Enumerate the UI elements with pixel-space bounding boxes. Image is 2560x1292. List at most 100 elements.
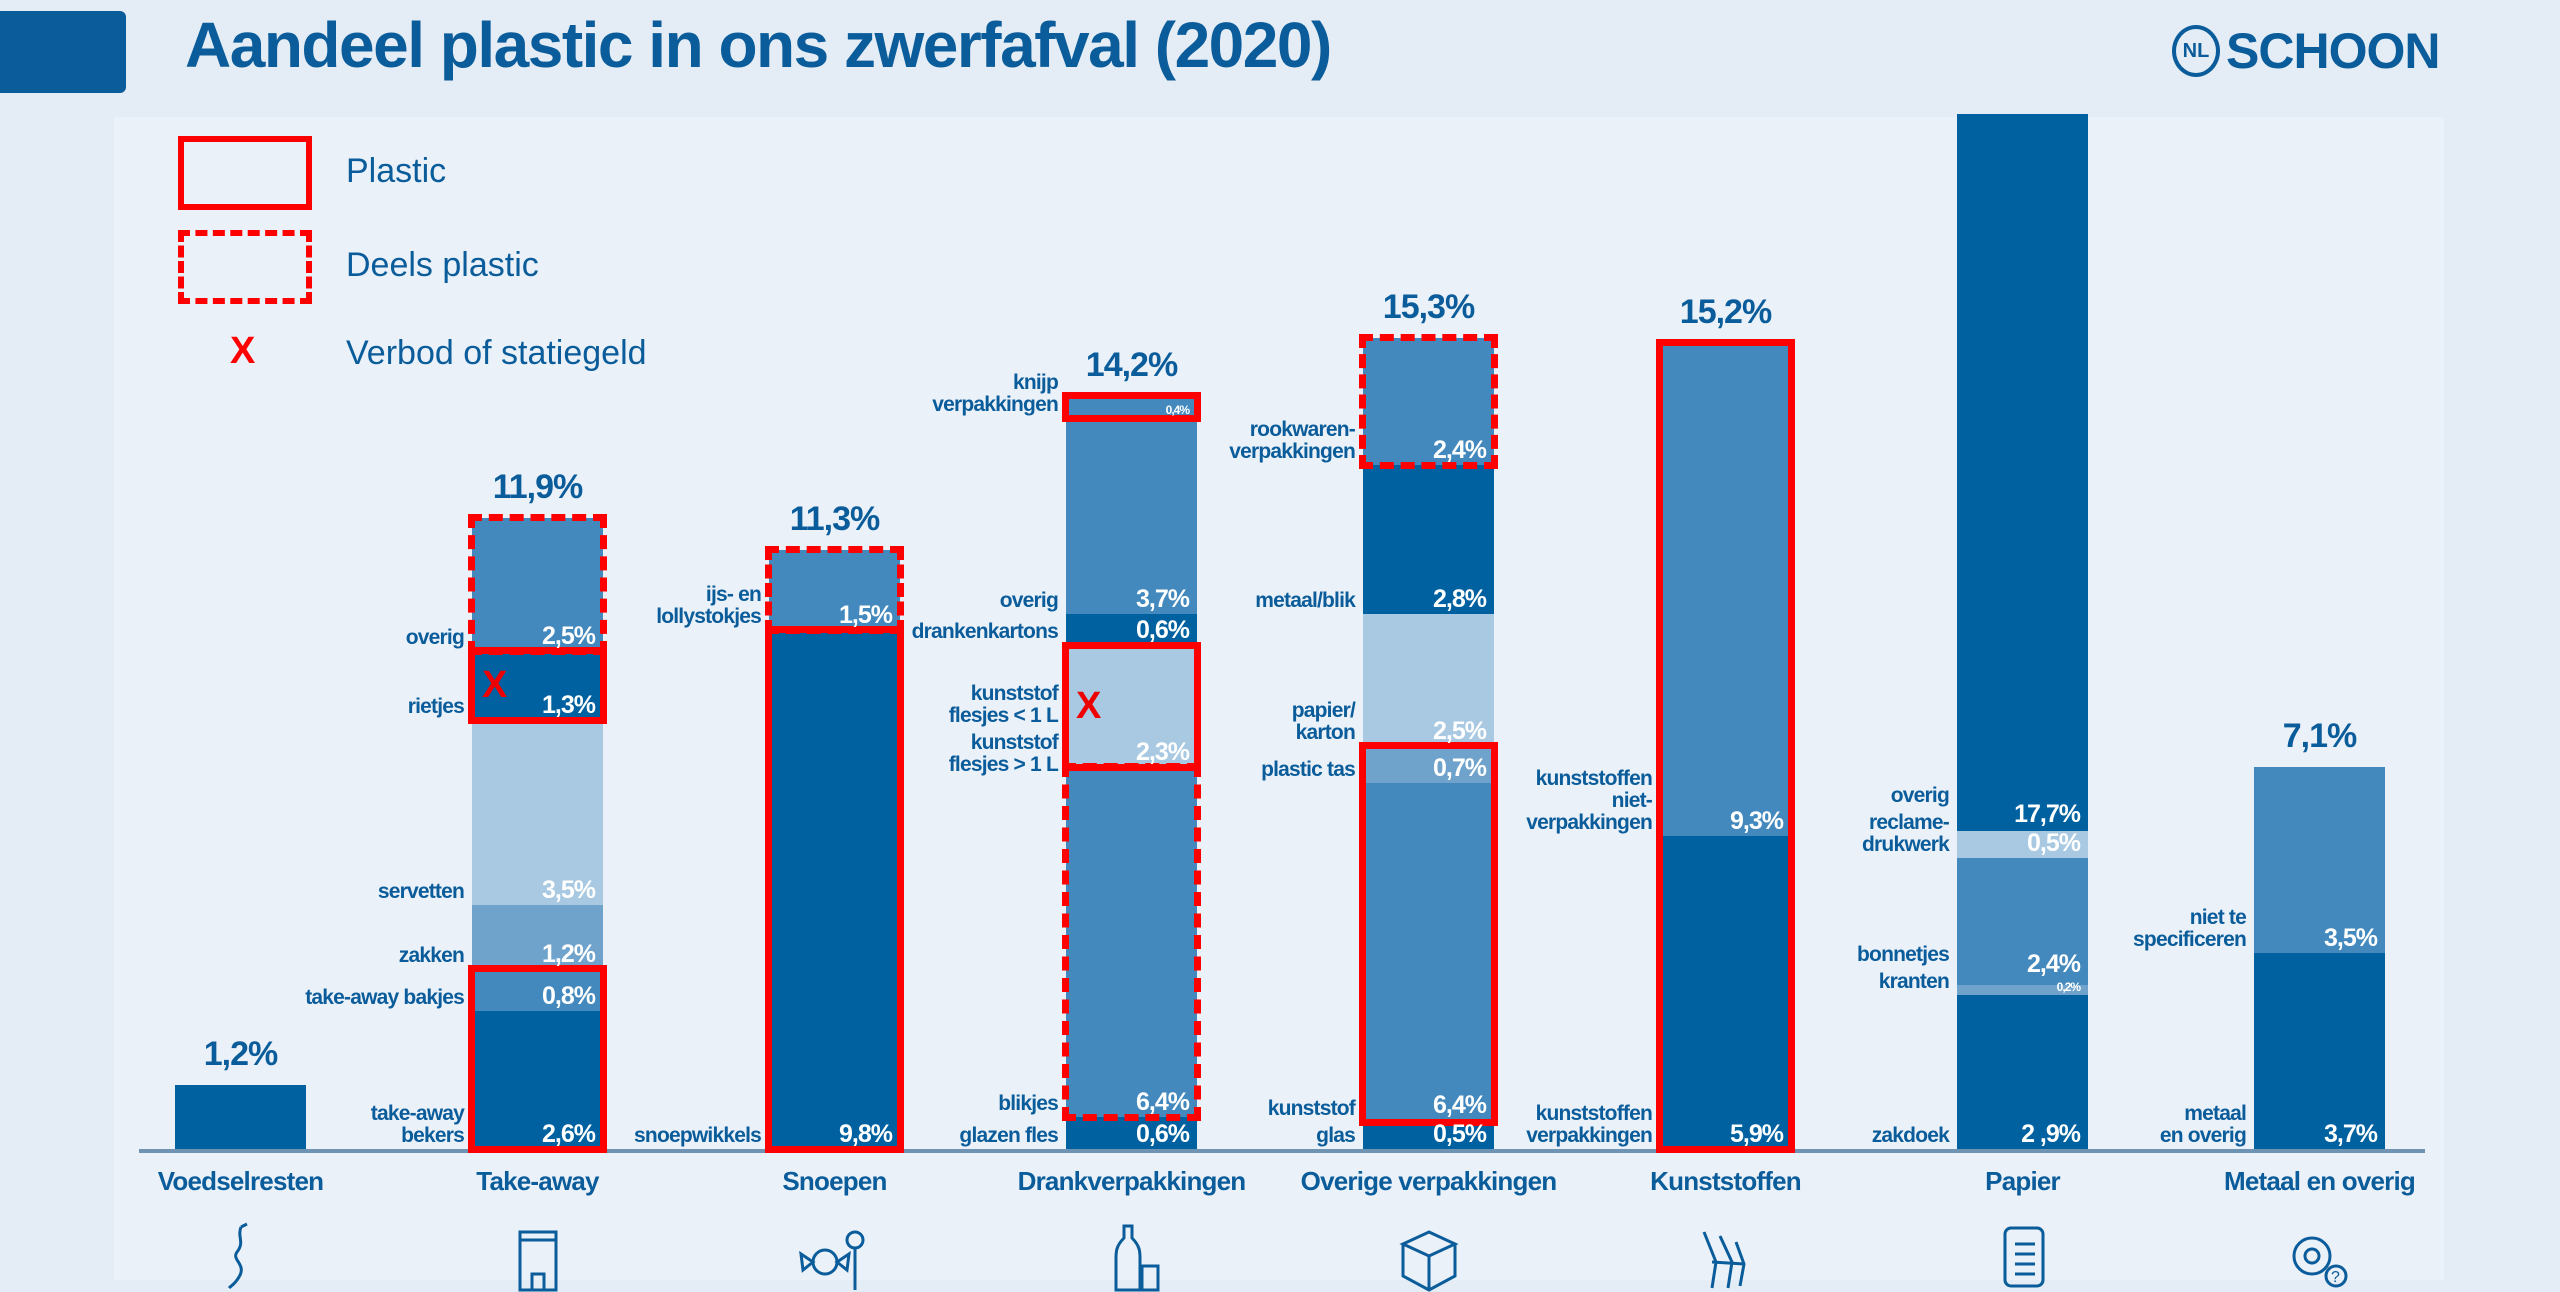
bar-segment [1363,338,1494,466]
bar-segment [1957,831,2088,858]
nl-schoon-logo: NL SCHOON [2172,22,2440,80]
segment-value-label: 2,8% [1433,584,1487,613]
segment-value-label: 3,7% [1136,584,1190,613]
segment-category-label: drankenkartons [911,620,1059,644]
bar-segment [175,1085,306,1149]
category-label-take-away: Take-away [476,1166,599,1196]
bar-segment [1066,417,1197,614]
segment-category-label: take-away bakjes [305,986,465,1010]
segment-value-label: 3,7% [2324,1119,2378,1148]
segment-category-label: papier/ karton [1291,699,1356,745]
bar-total-label: 11,9% [492,468,584,507]
segment-value-label: 17,7% [2014,799,2081,828]
segment-category-label: snoepwikkels [634,1123,762,1147]
bar-kunststoffen: 5,9% kunststoffen verpakkingen 9,3% kunstst… [1526,339,1795,1153]
category-label-papier: Papier [1985,1166,2060,1196]
segment-value-label: 0,6% [1136,1119,1190,1148]
segment-value-label: 9,8% [839,1119,893,1148]
plot-area: 1,2% 2,6% take-away bekers 0,8% take-away ba… [0,114,2560,1154]
bar-segment [1066,767,1197,778]
segment-value-label: 0,6% [1136,616,1190,645]
box-icon [1398,1230,1459,1292]
segment-value-label: 0,7% [1433,754,1487,783]
segment-category-label: blikjes [998,1092,1059,1116]
segment-value-label: 1,3% [542,690,596,719]
segment-category-label: metaal/blik [1255,588,1356,612]
bar-papier: 2 ,9% zakdoek 0,2% kranten 2,4% bonnetjes 0,5%… [1857,114,2088,1149]
bar-segment [1957,857,2088,985]
segment-value-label: 2,4% [1433,436,1487,465]
segment-value-label: 0,2% [2056,980,2081,995]
bar-metaal-en-overig: 3,7% metaal en overig 3,5% niet te specific… [2133,767,2385,1149]
segment-value-label: 1,5% [839,600,893,629]
x-axis-line [139,1149,2425,1153]
segment-value-label: 0,5% [2027,828,2081,857]
segment-category-label: rietjes [407,694,465,718]
segment-category-label: kunststoffen verpakkingen [1526,1101,1653,1147]
segment-category-label: kunststof flesjes < 1 L [948,681,1059,727]
bar-total-label: 11,3% [789,500,881,539]
legend-partial-label: Deels plastic [346,246,539,284]
segment-category-label: kunststof flesjes > 1 L [948,730,1059,776]
bar-segment [1660,836,1791,1149]
segment-value-label: 2,5% [1433,717,1487,746]
segment-category-label: overig [405,625,465,649]
ban-x-marker: X [482,664,508,707]
bottle-can-icon [1114,1224,1159,1292]
segment-value-label: 2,5% [542,621,596,650]
bar-segment [1660,343,1791,837]
bar-overige-verpakkingen: 0,5% glas 6,4% kunststof 0,7% plastic tas 2,5%… [1229,334,1498,1149]
bar-segment [472,968,603,1012]
bar-segment [472,1011,603,1149]
bar-segment [472,905,603,969]
segment-value-label: 2 ,9% [2021,1120,2081,1148]
bar-total-label: 14,2% [1085,346,1178,385]
page-title: Aandeel plastic in ons zwerfafval (2020) [185,9,1332,81]
bar-segment [1957,984,2088,996]
bar-segment [769,629,900,1149]
bar-segment [1957,114,2088,831]
segment-category-label: overig [1890,783,1950,807]
bar-segment [472,650,603,720]
segment-value-label: 2,3% [1136,738,1190,767]
bar-segment [1066,613,1197,646]
segment-category-label: ijs- en lollystokjes [656,582,762,628]
segment-category-label: glas [1316,1123,1356,1147]
segment-value-label: 2,4% [2027,950,2081,979]
bar-segment [1066,396,1197,418]
segment-value-label: 1,2% [542,939,596,968]
category-label-voedselresten: Voedselresten [157,1166,324,1196]
bar-segment [472,518,603,651]
segment-category-label: plastic tas [1261,758,1356,782]
bar-total-label: 1,2% [203,1035,279,1074]
segment-category-label: niet te specificeren [2133,905,2247,951]
bar-segment [1363,746,1494,784]
bar-segment [1066,645,1197,768]
candy-icon [798,1230,864,1290]
bar-total-label: 15,3% [1382,288,1475,327]
legend-banned-label: Verbod of statiegeld [346,334,647,372]
category-label-metaal-en-overig: Metaal en overig [2224,1166,2416,1196]
bar-segment [1363,1122,1494,1149]
apple-core-icon [227,1222,248,1290]
takeaway-bag-icon [518,1230,557,1292]
segment-category-label: overig [999,588,1059,612]
segment-value-label: 2,6% [542,1119,596,1148]
segment-category-label: kunststof [1267,1096,1356,1120]
bar-segment [1957,995,2088,1149]
category-label-snoepen: Snoepen [782,1166,887,1196]
segment-category-label: zakken [398,943,465,967]
segment-category-label: bonnetjes [1857,943,1950,967]
segment-category-label: kranten [1878,970,1950,994]
segment-category-label: glazen fles [959,1123,1058,1147]
segment-category-label: reclame- drukwerk [1862,810,1950,856]
bar-segment [2254,767,2385,953]
segment-category-label: metaal en overig [2159,1101,2247,1147]
header-accent-block [0,11,126,93]
bar-segment [1363,465,1494,614]
legend-partial-swatch [178,230,312,304]
segment-category-label: servetten [377,880,465,904]
category-label-kunststoffen: Kunststoffen [1650,1166,1802,1196]
legend-banned-symbol: X [230,330,256,372]
segment-value-label: 9,3% [1730,807,1784,836]
